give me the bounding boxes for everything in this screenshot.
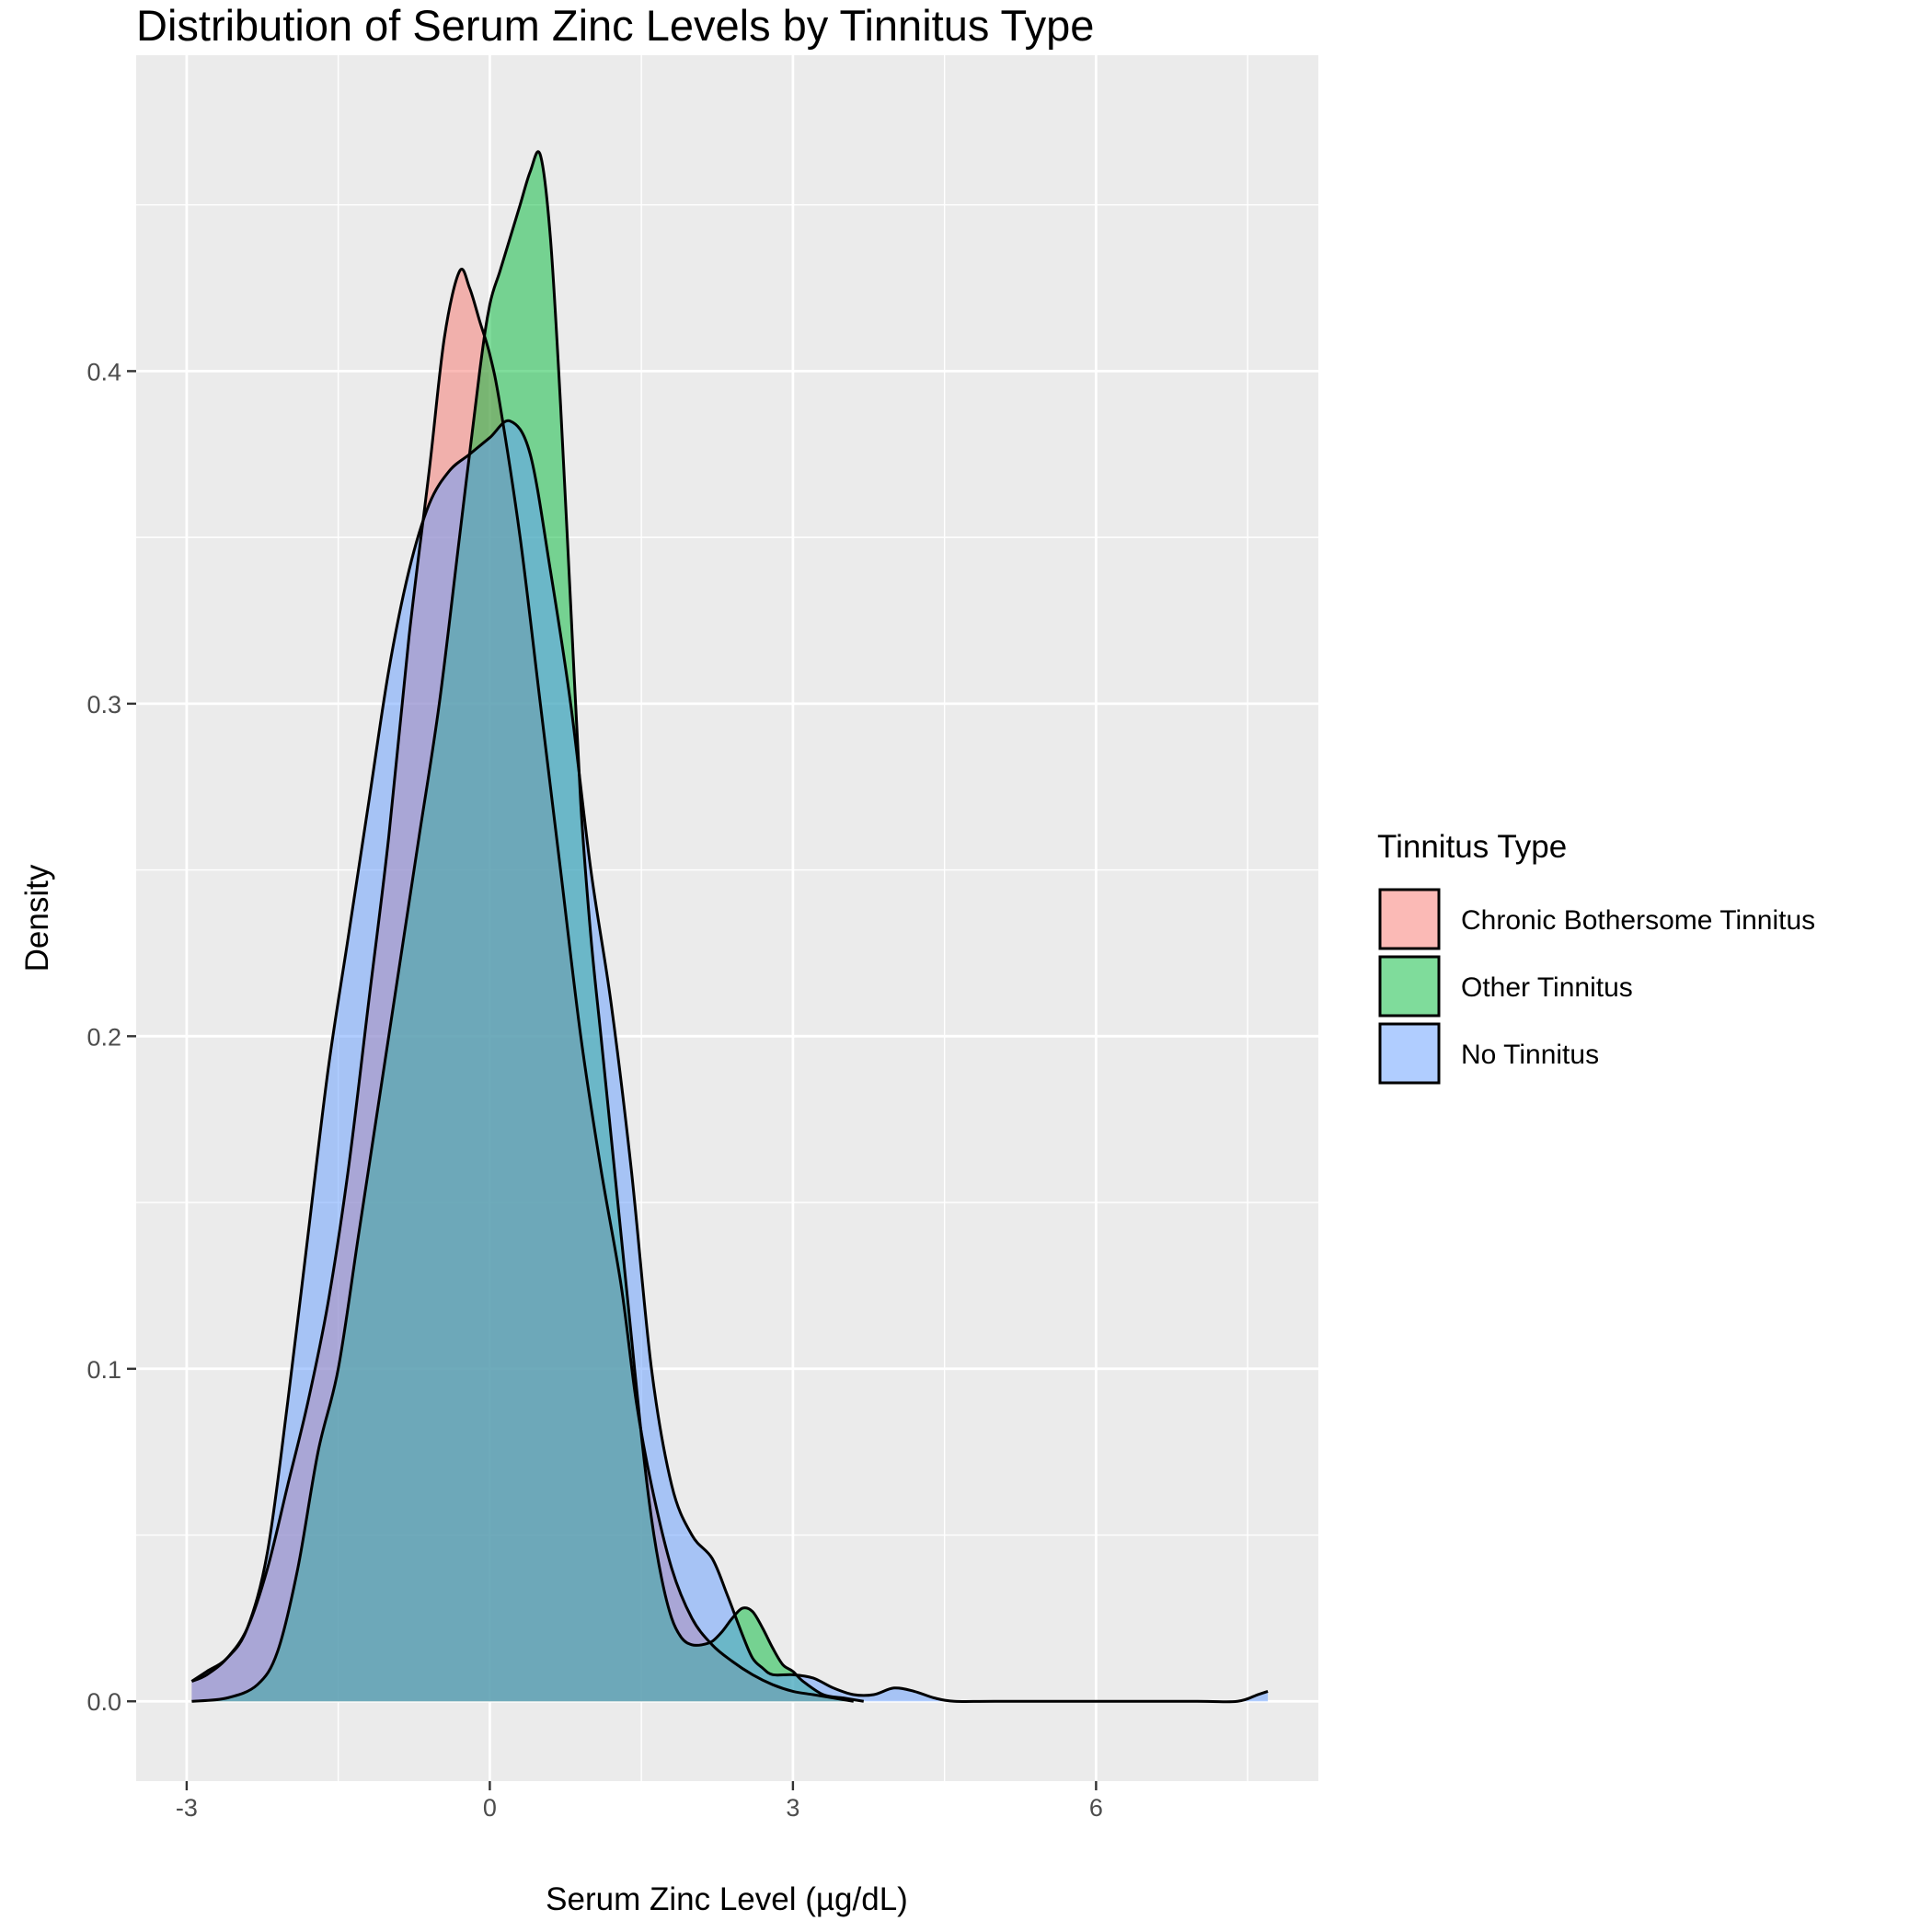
legend-swatch-1 [1378,888,1441,950]
x-tick-label: 0 [483,1794,497,1822]
y-axis-title: Density [19,864,55,972]
legend-items: Chronic Bothersome Tinnitus Other Tinnitu… [1378,888,1815,1085]
x-axis: -3 0 3 6 [176,1781,1103,1822]
legend-swatch-2 [1378,955,1441,1018]
density-line-1 [190,268,855,1703]
x-tick-label: 3 [786,1794,799,1822]
x-tick-label: -3 [176,1794,198,1822]
density-line-3 [190,419,1269,1704]
density-line-2 [191,150,865,1703]
y-tick-label: 0.4 [86,358,121,385]
y-tick-label: 0.2 [86,1023,121,1051]
x-tick-label: 6 [1089,1794,1103,1822]
legend-label-3: No Tinnitus [1461,1040,1599,1070]
legend-title: Tinnitus Type [1377,829,1567,865]
chart-title: Distribution of Serum Zinc Levels by Tin… [136,1,1094,50]
y-axis: 0.0 0.1 0.2 0.3 0.4 [86,358,136,1716]
y-tick-label: 0.3 [86,691,121,719]
legend: Tinnitus Type Chronic Bothersome Tinnitu… [1377,829,1815,1085]
legend-swatch-3 [1378,1022,1441,1085]
legend-label-1: Chronic Bothersome Tinnitus [1461,905,1815,936]
y-tick-label: 0.1 [86,1356,121,1384]
x-axis-title: Serum Zinc Level (µg/dL) [546,1881,908,1917]
density-lines [190,150,1269,1704]
legend-label-2: Other Tinnitus [1461,972,1633,1003]
density-area-3 [191,420,1269,1702]
y-tick-label: 0.0 [86,1688,121,1716]
density-areas [191,151,1269,1702]
